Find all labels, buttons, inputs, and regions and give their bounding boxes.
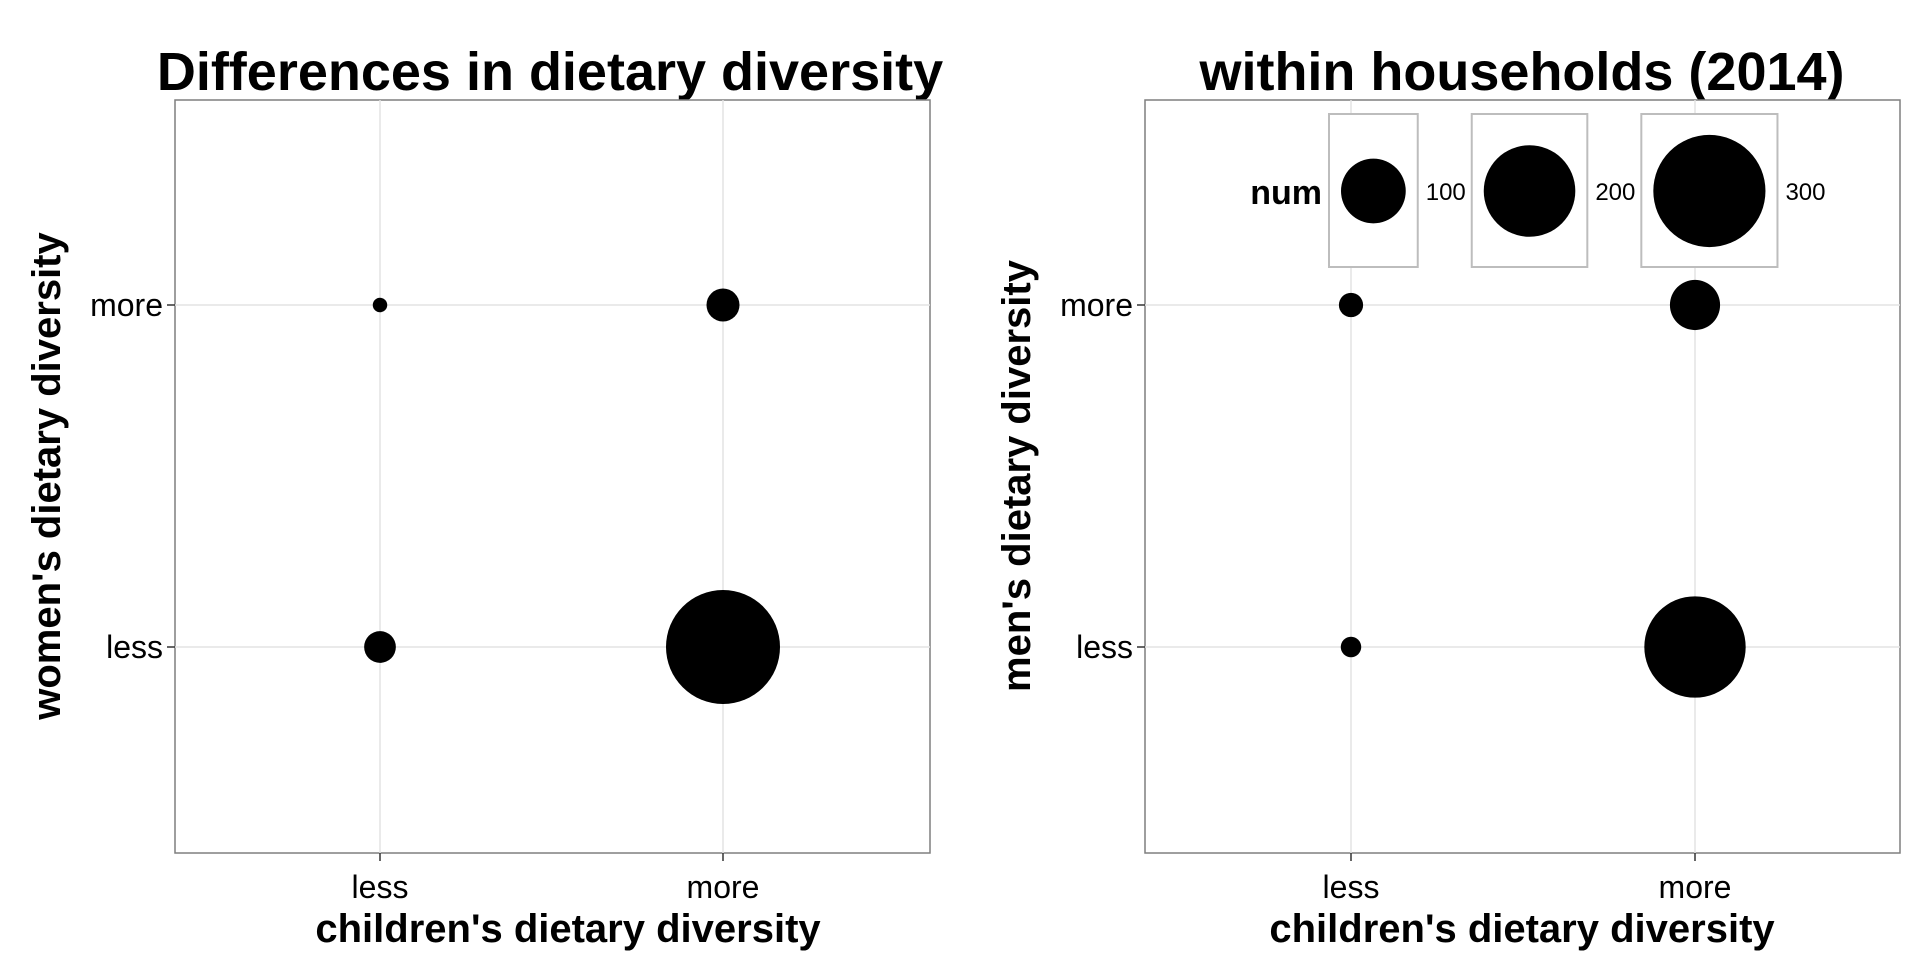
point-less-less-right <box>1340 636 1362 658</box>
point-more-more-right <box>1669 279 1721 331</box>
y-ticks-right: less more <box>1060 287 1145 665</box>
point-less-more-right <box>1338 292 1364 318</box>
x-axis-label-right: children's dietary diversity <box>1269 907 1775 951</box>
legend-circle-0 <box>1341 158 1406 224</box>
size-legend: num 100 200 300 <box>1250 113 1826 268</box>
point-less-less-left <box>364 631 396 663</box>
y-axis-label-right: men's dietary diversity <box>995 259 1039 692</box>
points-right <box>1338 279 1746 698</box>
legend-circle-2 <box>1653 134 1766 248</box>
chart-title-left: Differences in dietary diversity <box>157 42 943 102</box>
chart-title-right: within households (2014) <box>1198 42 1844 102</box>
point-more-less-right <box>1644 596 1746 698</box>
x-tick-label-more-right: more <box>1659 869 1732 905</box>
plot-area-left <box>174 99 931 854</box>
legend-label-2: 300 <box>1785 179 1825 206</box>
y-tick-label-less-left: less <box>106 629 163 665</box>
x-ticks-left: less more <box>352 853 760 905</box>
y-tick-label-more-left: more <box>90 287 163 323</box>
x-tick-label-more-left: more <box>687 869 760 905</box>
point-more-more-left <box>706 288 740 322</box>
x-ticks-right: less more <box>1323 853 1732 905</box>
point-less-more-left <box>372 297 388 313</box>
x-axis-label-left: children's dietary diversity <box>315 907 821 951</box>
panel-men: within households (2014) less more less mo… <box>995 42 1901 951</box>
gridlines-left <box>175 100 930 853</box>
legend-circle-1 <box>1483 145 1576 237</box>
legend-title: num <box>1250 174 1322 212</box>
legend-label-0: 100 <box>1426 179 1466 206</box>
panel-women: Differences in dietary diversity less mor… <box>25 42 943 951</box>
point-more-less-left <box>666 590 780 704</box>
points-left <box>364 288 780 704</box>
y-ticks-left: less more <box>90 287 175 665</box>
x-tick-label-less-left: less <box>352 869 409 905</box>
legend-label-1: 200 <box>1595 179 1635 206</box>
y-tick-label-less-right: less <box>1076 629 1133 665</box>
x-tick-label-less-right: less <box>1323 869 1380 905</box>
y-axis-label-left: women's dietary diversity <box>25 232 69 721</box>
y-tick-label-more-right: more <box>1060 287 1133 323</box>
